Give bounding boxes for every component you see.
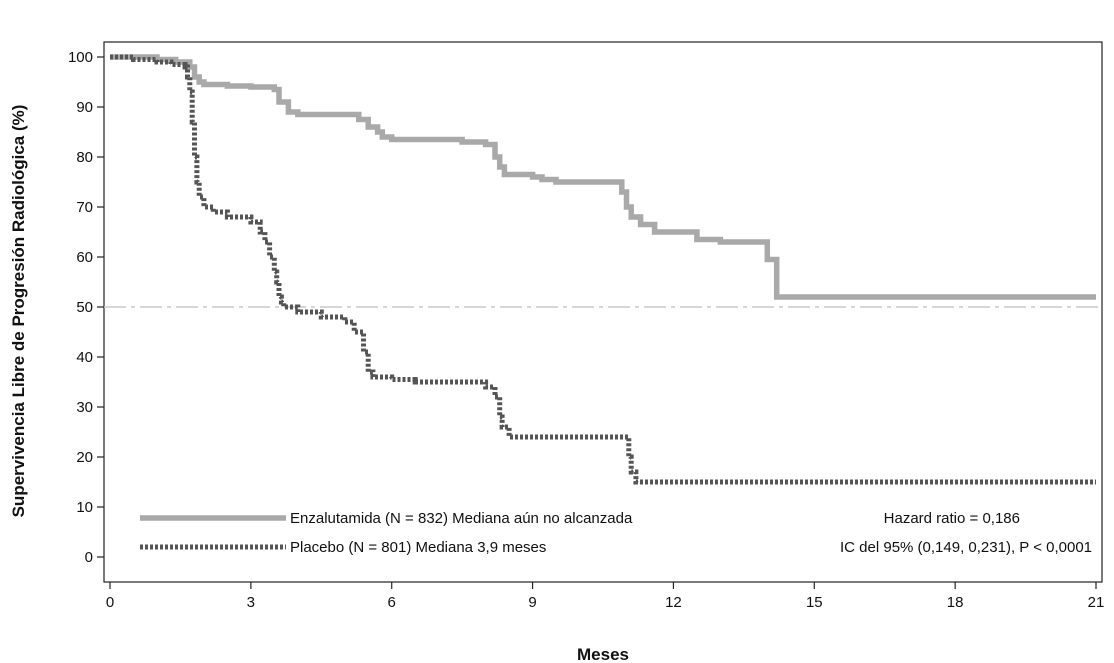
y-tick-label: 30 bbox=[76, 399, 93, 416]
x-tick-label: 18 bbox=[947, 594, 964, 611]
confidence-interval-annotation: IC del 95% (0,149, 0,231), P < 0,0001 bbox=[840, 539, 1092, 556]
plot-frame bbox=[103, 41, 1103, 583]
hazard-ratio-annotation: Hazard ratio = 0,186 bbox=[884, 510, 1020, 527]
y-tick-label: 90 bbox=[76, 99, 93, 116]
y-tick-label: 60 bbox=[76, 249, 93, 266]
y-tick-label: 20 bbox=[76, 449, 93, 466]
y-tick-label: 80 bbox=[76, 149, 93, 166]
y-tick-label: 40 bbox=[76, 349, 93, 366]
y-tick-label: 10 bbox=[76, 499, 93, 516]
legend-label-placebo: Placebo (N = 801) Mediana 3,9 meses bbox=[290, 539, 546, 556]
y-axis-title: Supervivencia Libre de Progresión Radiol… bbox=[9, 105, 28, 518]
y-tick-label: 0 bbox=[85, 549, 93, 566]
enzalutamida-curve bbox=[110, 54, 1096, 300]
x-tick-label: 9 bbox=[528, 594, 536, 611]
x-tick-label: 6 bbox=[388, 594, 396, 611]
x-tick-label: 12 bbox=[665, 594, 682, 611]
y-tick-label: 70 bbox=[76, 199, 93, 216]
y-tick-label: 50 bbox=[76, 299, 93, 316]
x-tick-label: 0 bbox=[106, 594, 114, 611]
legend-group: Enzalutamida (N = 832) Mediana aún no al… bbox=[140, 510, 1092, 556]
y-tick-label: 100 bbox=[68, 49, 93, 66]
x-tick-label: 21 bbox=[1088, 594, 1105, 611]
legend-label-enzalutamida: Enzalutamida (N = 832) Mediana aún no al… bbox=[290, 510, 633, 527]
axes-group: 0 3 6 9 12 15 18 21 0 10 20 30 40 50 60 70 80 90 100 bbox=[68, 49, 1104, 611]
x-tick-label: 15 bbox=[806, 594, 823, 611]
x-tick-label: 3 bbox=[247, 594, 255, 611]
series-group bbox=[110, 54, 1096, 485]
placebo-curve bbox=[110, 54, 1096, 485]
x-axis-title: Meses bbox=[577, 645, 629, 663]
